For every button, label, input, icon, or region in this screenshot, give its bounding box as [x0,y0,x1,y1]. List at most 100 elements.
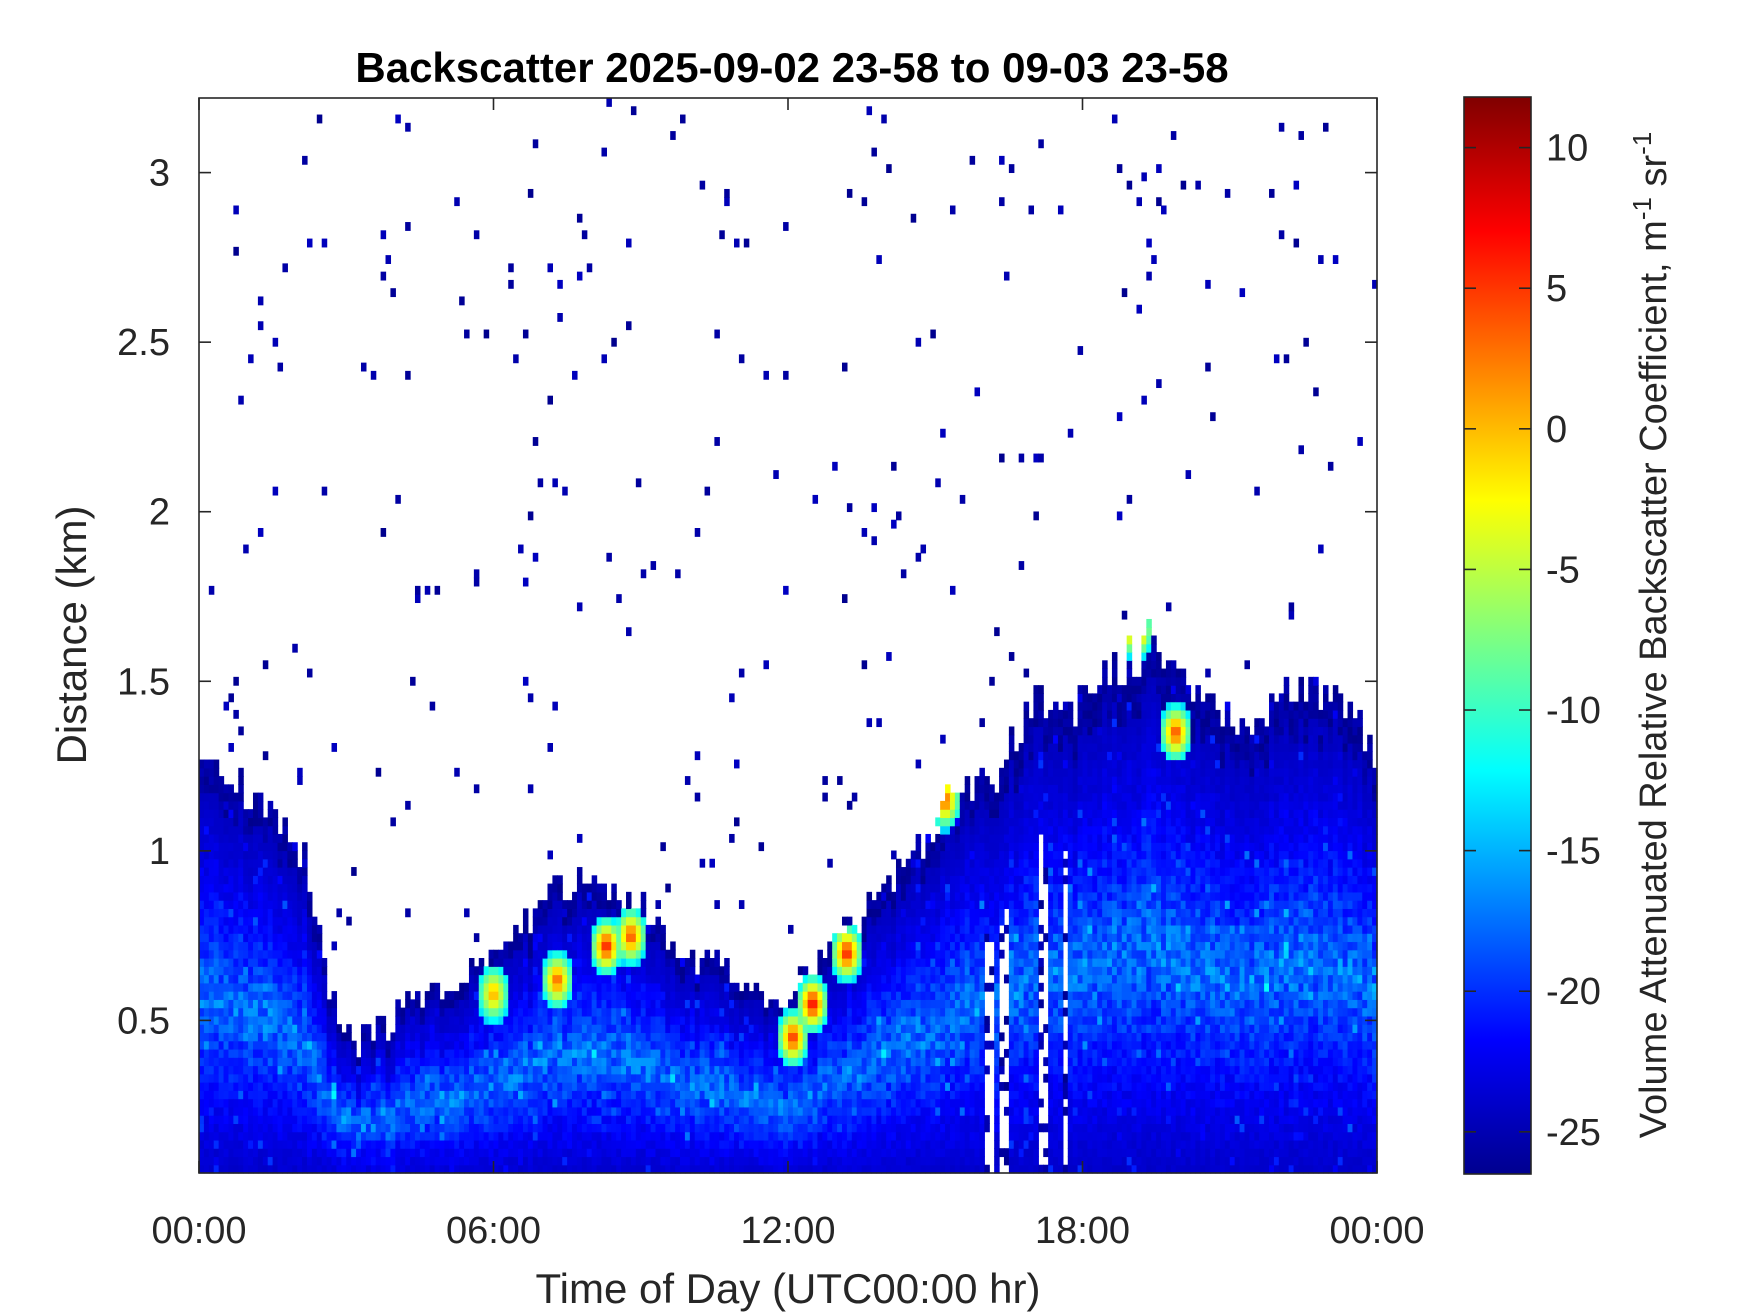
heatmap-cell [248,1040,254,1050]
heatmap-cell [832,1048,838,1058]
heatmap-cell [930,1156,936,1166]
heatmap-cell [954,875,961,885]
heatmap-cell [596,1057,603,1067]
heatmap-cell [326,1098,333,1108]
heatmap-cell [267,1090,274,1100]
heatmap-cell [395,1073,401,1083]
heatmap-cell [267,916,274,926]
heatmap-cell [959,817,966,827]
heatmap-cell [542,1098,549,1108]
heatmap-cell [841,1073,848,1083]
heatmap-cell [665,1073,671,1083]
heatmap-cell [925,966,931,976]
heatmap-cell [895,858,902,868]
heatmap-cell [930,974,936,984]
heatmap-cell [557,875,563,885]
heatmap-cell [655,1015,661,1025]
heatmap-cell [567,1156,573,1166]
heatmap-cell [640,966,647,976]
heatmap-cell [954,1090,961,1100]
heatmap-cell [635,966,642,976]
heatmap-cell [753,1139,760,1149]
heatmap-cell [959,1065,966,1075]
heatmap-cell [660,924,666,934]
heatmap-cell [542,1090,549,1100]
heatmap-cell [822,1131,828,1141]
heatmap-cell [861,1106,868,1116]
heatmap-cell [778,1156,784,1166]
heatmap-cell [783,1032,789,1042]
heatmap-cell [650,974,657,984]
heatmap-cell [935,1040,941,1050]
heatmap-cell [645,974,652,984]
heatmap-cell [243,916,249,926]
heatmap-cell [797,1048,804,1058]
heatmap-cell [881,1131,887,1141]
heatmap-cell [218,1082,225,1091]
heatmap-cell [630,1007,637,1017]
heatmap-cell [949,1082,956,1091]
heatmap-cell [876,891,882,901]
heatmap-cell [454,767,460,777]
heatmap-cell [915,1082,922,1091]
heatmap-cell [640,1123,647,1133]
heatmap-cell [277,958,284,967]
heatmap-cell [493,1040,500,1050]
heatmap-cell [331,1164,338,1174]
heatmap-cell [449,999,455,1009]
heatmap-cell [606,908,612,918]
heatmap-cell [753,991,760,1000]
heatmap-cell [532,949,539,959]
heatmap-cell [856,991,863,1000]
heatmap-cell [233,924,239,934]
heatmap-cell [743,1156,750,1166]
heatmap-cell [900,900,907,909]
heatmap-cell [650,966,657,976]
heatmap-cell [468,1106,475,1116]
heatmap-cell [778,1164,784,1174]
heatmap-cell [473,1123,480,1133]
heatmap-cell [213,1164,220,1174]
heatmap-cell [508,263,514,273]
heatmap-cell [199,858,205,868]
heatmap-cell [365,1139,372,1149]
heatmap-cell [203,1098,210,1108]
heatmap-cell [640,974,647,984]
heatmap-cell [650,991,657,1000]
heatmap-cell [464,1115,470,1124]
heatmap-cell [949,941,956,951]
heatmap-cell [385,1082,392,1091]
heatmap-cell [557,1098,563,1108]
heatmap-cell [218,1148,225,1158]
heatmap-cell [699,1098,706,1108]
heatmap-cell [424,1082,431,1091]
heatmap-cell [694,792,701,802]
heatmap-cell [547,1156,553,1166]
heatmap-cell [508,991,514,1000]
heatmap-cell [851,1131,858,1141]
heatmap-cell [837,1148,843,1158]
heatmap-cell [429,1098,436,1108]
heatmap-cell [302,1115,308,1124]
heatmap-cell [252,858,259,868]
heatmap-cell [915,941,922,951]
heatmap-cell [351,1148,357,1158]
heatmap-cell [223,900,230,909]
heatmap-cell [684,1032,691,1042]
heatmap-cell [542,1139,549,1149]
heatmap-cell [704,1164,711,1174]
heatmap-cell [802,1106,809,1116]
heatmap-cell [758,1073,765,1083]
heatmap-cell [424,1106,431,1116]
heatmap-cell [930,1148,936,1158]
heatmap-cell [586,1164,593,1174]
heatmap-cell [630,1040,637,1050]
heatmap-cell [576,213,583,223]
heatmap-cell [734,991,740,1000]
heatmap-cell [945,1065,951,1075]
heatmap-cell [959,1139,966,1149]
heatmap-cell [287,1048,293,1058]
heatmap-cell [900,966,907,976]
heatmap-cell [910,1123,917,1133]
heatmap-cell [228,1015,234,1025]
